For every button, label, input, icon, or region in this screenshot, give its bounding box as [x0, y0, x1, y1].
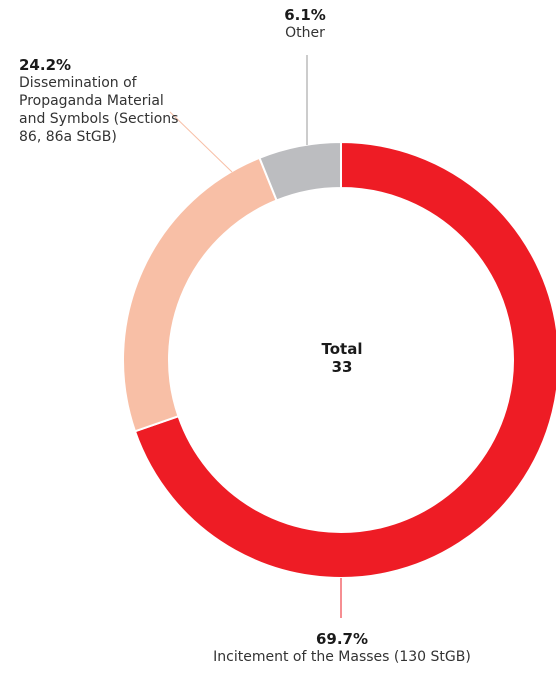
slice-other — [258, 140, 342, 202]
leader-line-propaganda — [169, 111, 233, 173]
slice-propaganda — [122, 156, 278, 433]
label-propaganda: 24.2% Dissemination of Propaganda Materi… — [19, 56, 184, 146]
label-propaganda-text: Dissemination of Propaganda Material and… — [19, 75, 179, 145]
total-label: Total — [321, 340, 363, 358]
label-other: 6.1% Other — [250, 6, 360, 42]
donut-center: Total 33 — [282, 340, 402, 376]
slice-incitement — [133, 140, 556, 579]
label-other-percent: 6.1% — [284, 6, 326, 24]
total-value: 33 — [331, 358, 353, 376]
label-incitement-percent: 69.7% — [315, 630, 369, 648]
label-other-text: Other — [285, 25, 325, 41]
label-incitement: 69.7% Incitement of the Masses (130 StGB… — [160, 630, 524, 666]
label-incitement-text: Incitement of the Masses (130 StGB) — [213, 649, 471, 665]
label-propaganda-percent: 24.2% — [19, 56, 72, 74]
